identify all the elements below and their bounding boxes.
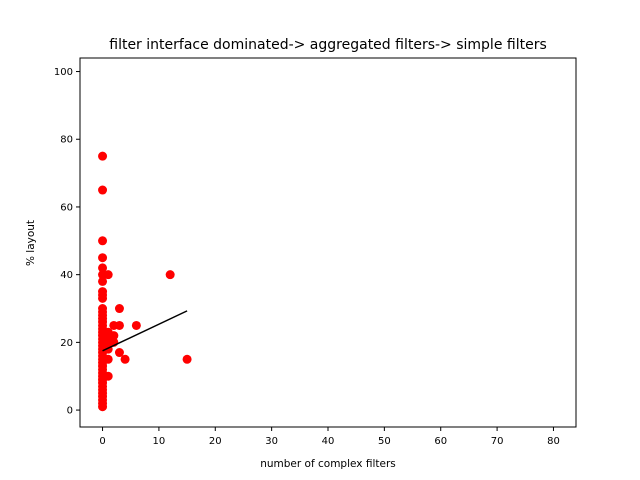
scatter-point: [182, 354, 192, 364]
scatter-point: [98, 253, 108, 263]
x-axis-ticks: 0 10 20 30 40 50 60 70 80: [99, 427, 560, 447]
scatter-point: [98, 293, 108, 303]
y-axis-ticks: 0 20 40 60 80 100: [54, 67, 80, 417]
x-tick-label: 20: [209, 436, 222, 447]
scatter-point: [165, 270, 175, 280]
y-tick-label: 20: [60, 338, 73, 349]
x-tick-label: 60: [434, 436, 447, 447]
scatter-point: [114, 348, 124, 358]
scatter-point: [120, 354, 130, 364]
trend-line: [102, 310, 188, 352]
y-axis-label: % layout: [25, 220, 37, 266]
scatter-point: [109, 331, 119, 341]
data-points: [98, 151, 192, 412]
x-tick-label: 40: [322, 436, 335, 447]
y-tick-label: 40: [60, 270, 73, 281]
scatter-point: [103, 371, 113, 381]
x-tick-label: 10: [153, 436, 166, 447]
y-tick-label: 80: [60, 135, 73, 146]
scatter-point: [98, 236, 108, 246]
chart-title: filter interface dominated-> aggregated …: [109, 37, 547, 53]
scatter-point: [103, 270, 113, 280]
y-tick-label: 100: [54, 67, 73, 78]
y-tick-label: 0: [67, 406, 73, 417]
x-tick-label: 80: [547, 436, 560, 447]
scatter-point: [103, 354, 113, 364]
x-tick-label: 50: [378, 436, 391, 447]
y-tick-label: 60: [60, 202, 73, 213]
x-tick-label: 70: [491, 436, 504, 447]
scatter-point: [98, 151, 108, 161]
trend-line-layer: [102, 310, 188, 352]
scatter-point: [98, 263, 108, 273]
scatter-point: [131, 320, 141, 330]
scatter-point: [114, 320, 124, 330]
scatter-point: [98, 276, 108, 286]
x-tick-label: 0: [99, 436, 105, 447]
scatter-point: [98, 402, 108, 412]
x-axis-label: number of complex filters: [260, 458, 396, 470]
scatter-point: [98, 185, 108, 195]
x-tick-label: 30: [265, 436, 278, 447]
scatter-point: [114, 304, 124, 314]
